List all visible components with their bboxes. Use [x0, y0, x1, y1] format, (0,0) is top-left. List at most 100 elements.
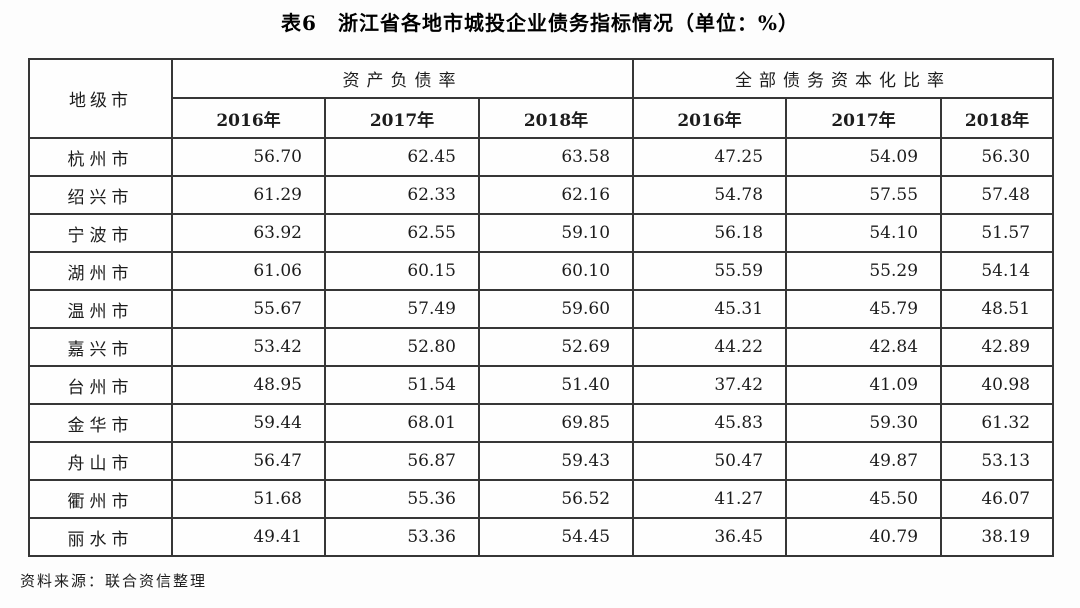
value-cell: 55.59 [632, 251, 788, 291]
year-header: 2016年 [632, 97, 788, 139]
value-cell: 54.78 [632, 175, 788, 215]
year-header: 2018年 [477, 97, 635, 139]
value-cell: 38.19 [940, 517, 1055, 557]
value-cell: 46.07 [940, 479, 1055, 519]
value-cell: 59.43 [477, 441, 635, 481]
header-row-years: 2016年 2017年 2018年 2016年 2017年 2018年 [29, 97, 1055, 139]
header-city: 地级市 [28, 58, 173, 139]
value-cell: 45.83 [632, 403, 788, 443]
year-header: 2017年 [324, 97, 480, 139]
value-cell: 42.89 [940, 327, 1055, 367]
table-row: 金华市 59.44 68.01 69.85 45.83 59.30 61.32 [28, 403, 1055, 443]
year-header: 2018年 [940, 97, 1055, 139]
city-cell: 宁波市 [28, 213, 173, 253]
value-cell: 56.87 [324, 441, 480, 481]
table-row: 湖州市 61.06 60.15 60.10 55.59 55.29 54.14 [28, 251, 1055, 291]
header-group-total-debt-capitalization-ratio: 全部债务资本化比率 [632, 58, 1055, 99]
table-row: 台州市 48.95 51.54 51.40 37.42 41.09 40.98 [28, 365, 1055, 405]
value-cell: 59.10 [477, 213, 635, 253]
value-cell: 55.67 [171, 289, 326, 329]
value-cell: 54.45 [477, 517, 635, 557]
value-cell: 44.22 [632, 327, 788, 367]
header-group-asset-liability-ratio: 资产负债率 [170, 58, 635, 99]
value-cell: 62.33 [324, 175, 480, 215]
year-header: 2017年 [785, 97, 943, 139]
value-cell: 48.51 [940, 289, 1055, 329]
value-cell: 52.80 [324, 327, 480, 367]
city-cell: 衢州市 [28, 479, 173, 519]
value-cell: 36.45 [632, 517, 788, 557]
value-cell: 61.29 [171, 175, 326, 215]
value-cell: 50.47 [632, 441, 788, 481]
table-row: 温州市 55.67 57.49 59.60 45.31 45.79 48.51 [28, 289, 1055, 329]
value-cell: 53.36 [324, 517, 480, 557]
value-cell: 62.16 [477, 175, 635, 215]
value-cell: 59.30 [785, 403, 943, 443]
value-cell: 69.85 [477, 403, 635, 443]
value-cell: 51.40 [477, 365, 635, 405]
value-cell: 45.79 [785, 289, 943, 329]
value-cell: 49.41 [171, 517, 326, 557]
value-cell: 63.92 [171, 213, 326, 253]
value-cell: 51.57 [940, 213, 1055, 253]
table-row: 丽水市 49.41 53.36 54.45 36.45 40.79 38.19 [28, 517, 1055, 557]
value-cell: 41.27 [632, 479, 788, 519]
value-cell: 59.60 [477, 289, 635, 329]
value-cell: 53.13 [940, 441, 1055, 481]
table-row: 衢州市 51.68 55.36 56.52 41.27 45.50 46.07 [28, 479, 1055, 519]
value-cell: 45.31 [632, 289, 788, 329]
value-cell: 40.79 [785, 517, 943, 557]
city-cell: 丽水市 [28, 517, 173, 557]
city-cell: 温州市 [28, 289, 173, 329]
table-row: 舟山市 56.47 56.87 59.43 50.47 49.87 53.13 [28, 441, 1055, 481]
value-cell: 53.42 [171, 327, 326, 367]
value-cell: 56.70 [171, 137, 326, 177]
value-cell: 56.47 [171, 441, 326, 481]
value-cell: 51.54 [324, 365, 480, 405]
table-row: 嘉兴市 53.42 52.80 52.69 44.22 42.84 42.89 [28, 327, 1055, 367]
value-cell: 61.06 [171, 251, 326, 291]
value-cell: 37.42 [632, 365, 788, 405]
value-cell: 54.09 [785, 137, 943, 177]
value-cell: 56.18 [632, 213, 788, 253]
value-cell: 57.55 [785, 175, 943, 215]
value-cell: 57.48 [940, 175, 1055, 215]
value-cell: 68.01 [324, 403, 480, 443]
value-cell: 49.87 [785, 441, 943, 481]
value-cell: 56.52 [477, 479, 635, 519]
table-row: 绍兴市 61.29 62.33 62.16 54.78 57.55 57.48 [28, 175, 1055, 215]
table-row: 杭州市 56.70 62.45 63.58 47.25 54.09 56.30 [28, 137, 1055, 177]
value-cell: 60.10 [477, 251, 635, 291]
year-header: 2016年 [171, 97, 326, 139]
city-cell: 嘉兴市 [28, 327, 173, 367]
city-cell: 绍兴市 [28, 175, 173, 215]
value-cell: 41.09 [785, 365, 943, 405]
data-source-note: 资料来源：联合资信整理 [20, 572, 208, 590]
value-cell: 60.15 [324, 251, 480, 291]
city-cell: 舟山市 [28, 441, 173, 481]
value-cell: 63.58 [477, 137, 635, 177]
city-cell: 金华市 [28, 403, 173, 443]
value-cell: 48.95 [171, 365, 326, 405]
value-cell: 54.10 [785, 213, 943, 253]
value-cell: 59.44 [171, 403, 326, 443]
city-cell: 台州市 [28, 365, 173, 405]
value-cell: 57.49 [324, 289, 480, 329]
debt-indicators-table: 地级市 资产负债率 全部债务资本化比率 2016年 2017年 2018年 20… [28, 58, 1055, 557]
city-cell: 湖州市 [28, 251, 173, 291]
value-cell: 47.25 [632, 137, 788, 177]
value-cell: 45.50 [785, 479, 943, 519]
value-cell: 61.32 [940, 403, 1055, 443]
city-cell: 杭州市 [28, 137, 173, 177]
value-cell: 40.98 [940, 365, 1055, 405]
value-cell: 54.14 [940, 251, 1055, 291]
table-row: 宁波市 63.92 62.55 59.10 56.18 54.10 51.57 [28, 213, 1055, 253]
value-cell: 55.36 [324, 479, 480, 519]
value-cell: 51.68 [171, 479, 326, 519]
value-cell: 52.69 [477, 327, 635, 367]
value-cell: 55.29 [785, 251, 943, 291]
value-cell: 62.55 [324, 213, 480, 253]
value-cell: 42.84 [785, 327, 943, 367]
value-cell: 62.45 [324, 137, 480, 177]
